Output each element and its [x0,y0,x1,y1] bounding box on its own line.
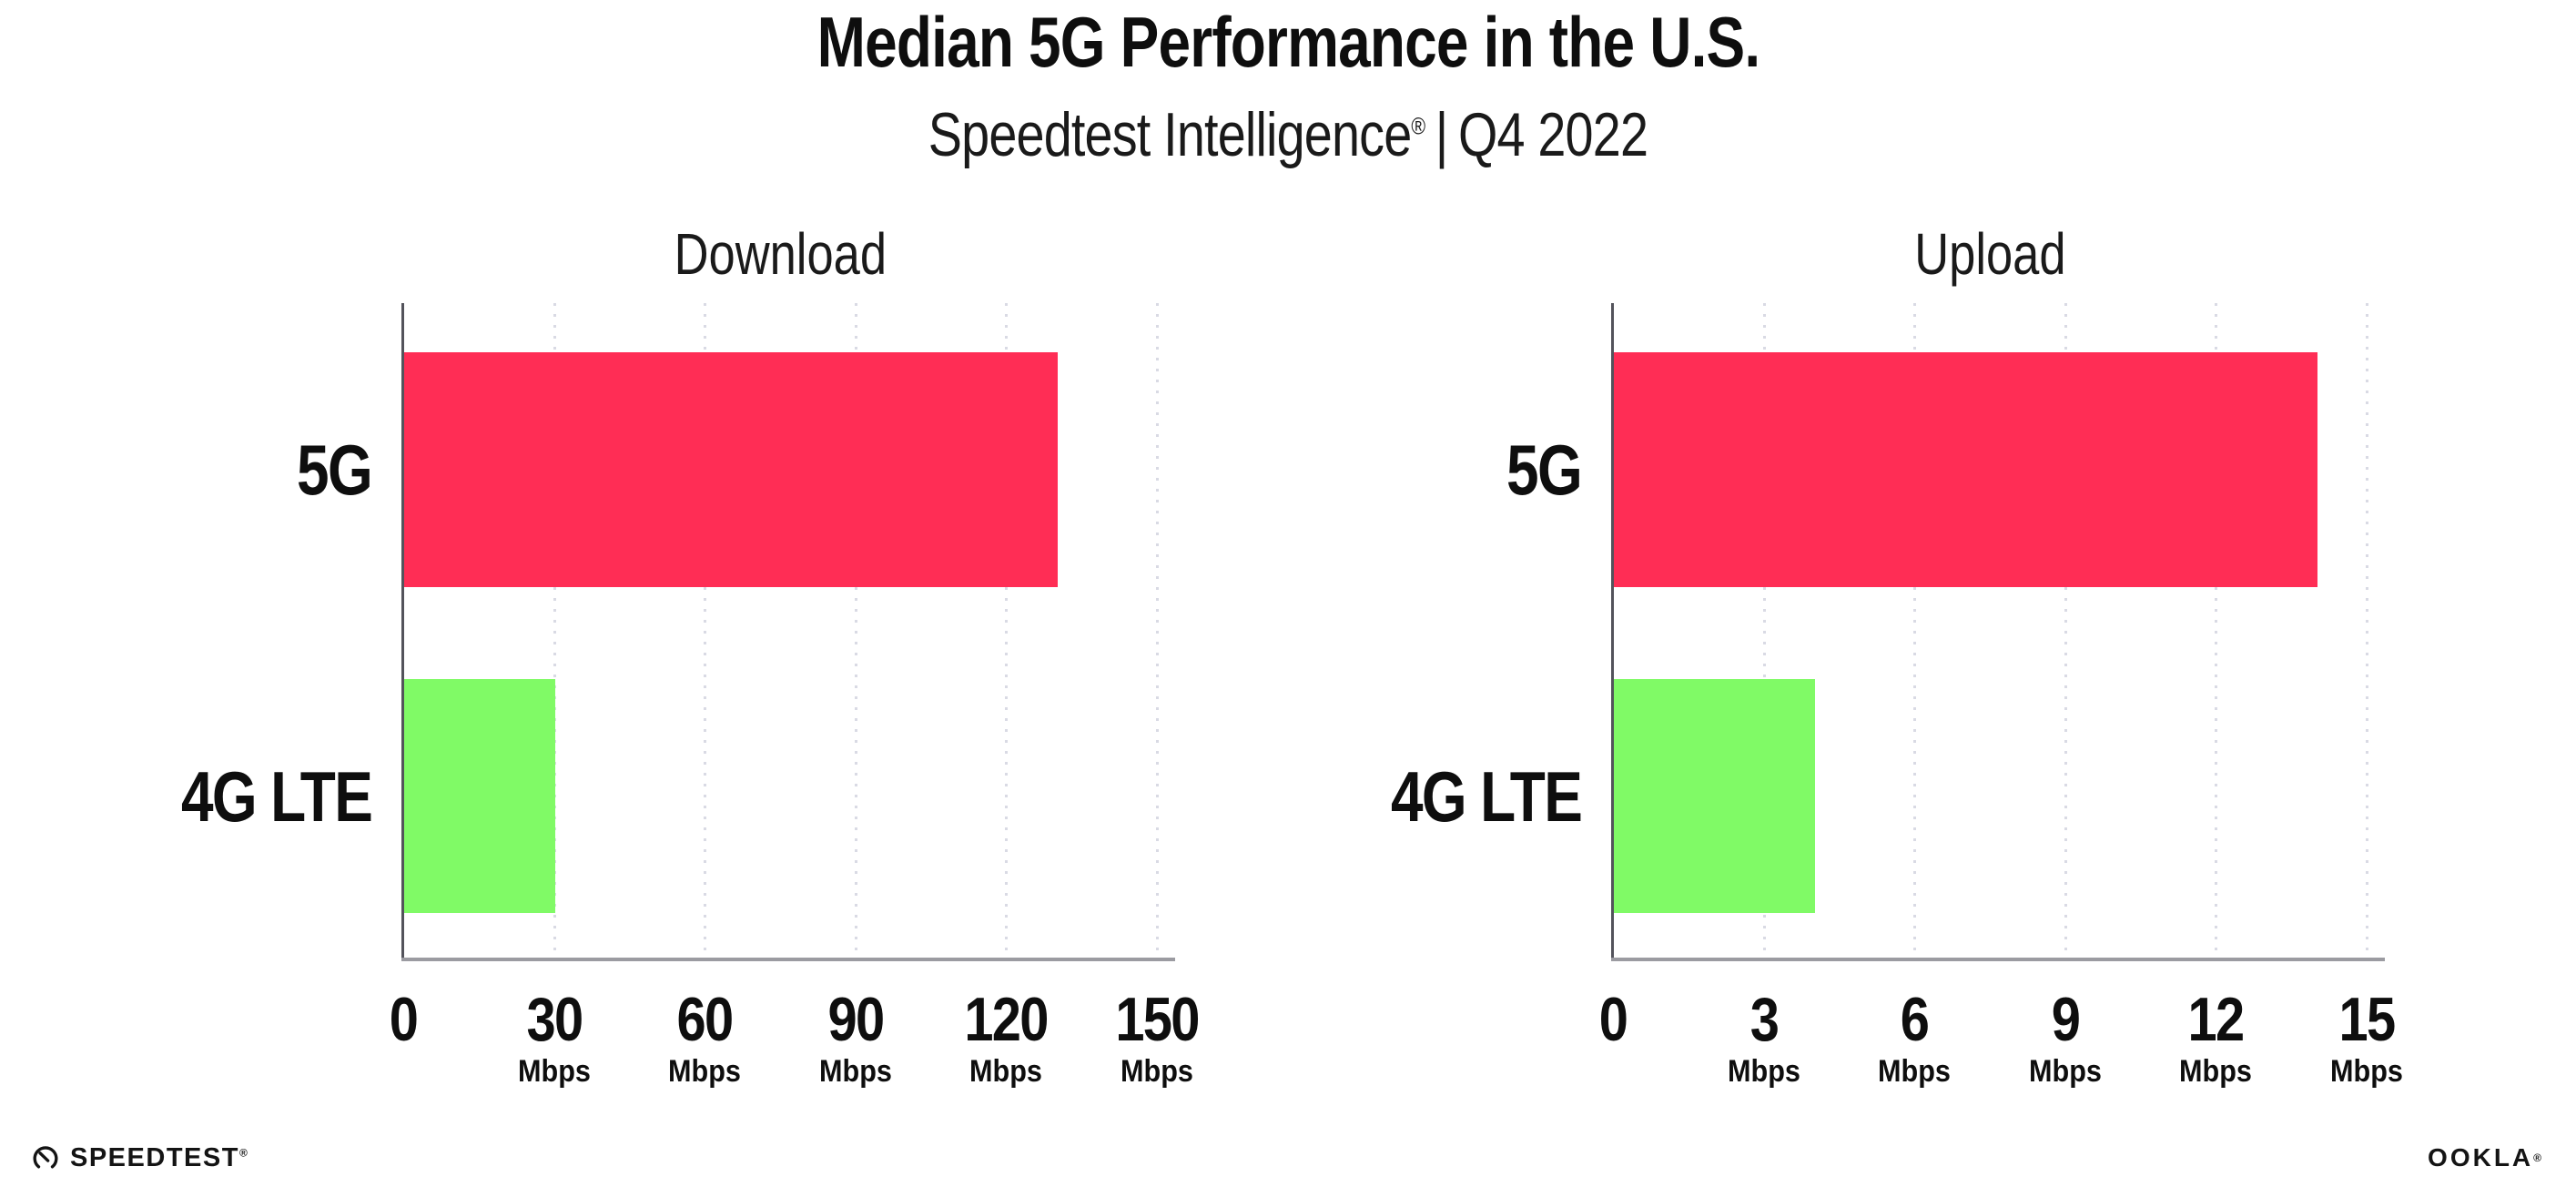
x-tick-unit: Mbps [2028,1054,2102,1089]
subtitle-separator: | [1435,100,1448,169]
download-y-axis-line [401,303,404,959]
x-tick-value: 150 [1115,985,1200,1054]
download-x-axis-line [401,958,1175,961]
download-chart: Download 5G 4G LTE 0 30 Mbps 60 Mbps 90 Mbps 12… [181,0,1201,1197]
x-tick-label: 30 Mbps [472,988,636,1088]
x-tick-unit: Mbps [1121,1054,1193,1089]
x-tick-value: 12 [2187,985,2246,1054]
x-tick-unit: Mbps [818,1054,892,1089]
x-tick-label: 120 Mbps [924,988,1088,1088]
upload-x-axis-line [1611,958,2385,961]
category-label-4g-lte: 4G LTE [1390,756,1583,837]
x-tick-value: 15 [2338,985,2397,1054]
x-tick-label: 150 Mbps [1075,988,1239,1088]
x-tick-label: 60 Mbps [623,988,786,1088]
category-label-5g: 5G [296,430,373,510]
upload-chart-title: Upload [1913,221,2066,287]
gridline [2064,303,2067,958]
speedtest-logo-text: SPEEDTEST® [70,1142,249,1172]
x-tick-label: 3 Mbps [1682,988,1846,1088]
page-subtitle-text: Speedtest Intelligence® | Q4 2022 [928,93,1648,177]
x-tick-unit: Mbps [1878,1054,1952,1089]
x-tick-value: 90 [827,985,885,1054]
x-tick-label: 90 Mbps [774,988,938,1088]
x-tick-label: 0 [321,988,485,1051]
registered-mark: ® [1411,112,1425,140]
upload-plot-area: 0 3 Mbps 6 Mbps 9 Mbps 12 Mbps 15 Mbps [1599,303,2403,1088]
download-x-tick-labels: 0 30 Mbps 60 Mbps 90 Mbps 120 Mbps 150 Mbps [390,988,1201,1133]
subtitle-period: Q4 2022 [1457,100,1648,169]
upload-x-tick-labels: 0 3 Mbps 6 Mbps 9 Mbps 12 Mbps 15 Mbps [1599,988,2403,1133]
gridline [854,303,857,958]
x-tick-unit: Mbps [969,1054,1043,1089]
gridline [553,303,556,958]
upload-chart: Upload 5G 4G LTE 0 3 Mbps 6 Mbps 9 Mbps 12 Mbps 1… [1391,0,2403,1197]
speedtest-logo: SPEEDTEST® [32,1140,248,1176]
download-plot-area: 0 30 Mbps 60 Mbps 90 Mbps 120 Mbps 150 Mbps [390,303,1200,1088]
ookla-logo-text: OOKLA [2428,1143,2534,1172]
x-tick-value: 3 [1749,985,1779,1054]
x-tick-unit: Mbps [668,1054,742,1089]
x-tick-value: 9 [2051,985,2081,1054]
gridline [1762,303,1766,958]
page-subtitle: Speedtest Intelligence® | Q4 2022 [0,93,2576,177]
page-title-text: Median 5G Performance in the U.S. [816,2,1760,82]
x-tick-value: 120 [964,985,1050,1054]
download-bar-4g-lte [404,679,555,913]
gridline [1913,303,1917,958]
gridline [1156,303,1159,958]
speedtest-registered-mark: ® [238,1145,249,1159]
speedtest-gauge-icon [33,1146,58,1169]
x-tick-unit: Mbps [2330,1054,2403,1089]
download-bar-5g [404,352,1058,587]
x-tick-label: 6 Mbps [1832,988,1996,1088]
subtitle-brand: Speedtest Intelligence [928,100,1412,169]
x-tick-unit: Mbps [2179,1054,2253,1089]
gridline [2215,303,2218,958]
upload-bar-4g-lte [1614,679,1815,913]
x-tick-value: 60 [676,985,735,1054]
download-chart-title: Download [674,221,887,287]
category-label-4g-lte: 4G LTE [180,756,373,837]
x-tick-value: 0 [1598,985,1628,1054]
x-tick-unit: Mbps [517,1054,591,1089]
gridline [1005,303,1009,958]
ookla-logo: OOKLA ® [2428,1143,2544,1172]
upload-y-axis-line [1611,303,1614,959]
x-tick-label: 15 Mbps [2285,988,2449,1088]
x-tick-label: 0 [1531,988,1695,1051]
upload-bar-5g [1614,352,2317,587]
x-tick-unit: Mbps [1727,1054,1800,1089]
x-tick-label: 9 Mbps [1983,988,2147,1088]
x-tick-label: 12 Mbps [2134,988,2297,1088]
x-tick-value: 0 [389,985,419,1054]
x-tick-value: 30 [526,985,583,1054]
page-title: Median 5G Performance in the U.S. [0,4,2576,80]
x-tick-value: 6 [1900,985,1930,1054]
gridline [2366,303,2368,958]
gridline [704,303,707,958]
category-label-5g: 5G [1506,430,1583,510]
